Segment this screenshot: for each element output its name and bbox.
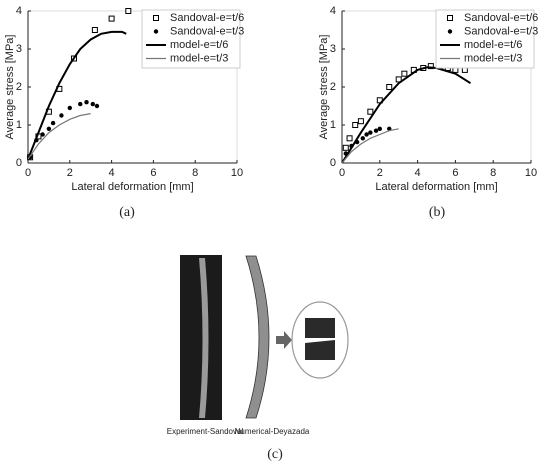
dot-marker: [94, 103, 100, 109]
x-tick-label: 6: [452, 167, 458, 179]
legend-label: model-e=t/6: [170, 39, 228, 51]
x-tick-label: 4: [415, 167, 421, 179]
legend-label: Sandoval-e=t/6: [170, 12, 244, 24]
caption: (c): [267, 447, 283, 462]
legend-swatch: [153, 29, 159, 34]
legend-swatch: [447, 15, 453, 21]
y-tick-label: 3: [16, 43, 22, 55]
image-label: Experiment-Sandoval: [167, 427, 244, 436]
x-tick-label: 10: [231, 167, 243, 179]
y-tick-label: 1: [330, 119, 336, 131]
model-line: [27, 113, 91, 160]
dot-marker: [40, 132, 45, 137]
legend-label: model-e=t/3: [170, 52, 228, 64]
square-marker: [367, 108, 374, 115]
arrow: [276, 331, 292, 349]
caption: (a): [119, 205, 135, 220]
x-tick-label: 0: [25, 167, 31, 179]
dot-marker: [78, 101, 83, 107]
y-tick-label: 0: [16, 157, 22, 169]
dot-marker: [46, 126, 52, 131]
dot-marker: [368, 130, 373, 135]
dot-marker: [84, 100, 89, 105]
dot-marker: [360, 136, 365, 141]
dot-marker: [373, 128, 379, 133]
model-line: [341, 66, 472, 164]
dot-marker: [59, 113, 64, 118]
legend-swatch: [447, 29, 453, 34]
square-marker: [125, 8, 132, 14]
x-tick-label: 8: [192, 167, 198, 179]
y-tick-label: 3: [330, 43, 336, 55]
square-marker: [91, 27, 98, 33]
square-marker: [357, 118, 364, 125]
x-tick-label: 2: [377, 167, 383, 179]
caption: (b): [429, 205, 446, 220]
dot-marker: [90, 101, 95, 107]
legend-label: Sandoval-e=t/3: [464, 25, 538, 37]
square-marker: [401, 70, 408, 77]
x-tick-label: 8: [490, 167, 496, 179]
square-marker: [427, 63, 434, 70]
model-line: [27, 30, 127, 160]
chart: 0 2 4 6 8 10 0 1 2 3 4 Lateral deformation [mm] Aver…: [4, 5, 244, 220]
y-axis-label: Average stress [MPa]: [4, 35, 16, 140]
x-tick-label: 4: [109, 167, 115, 179]
specimen: [199, 258, 209, 418]
dot-marker: [364, 132, 369, 137]
x-tick-label: 6: [150, 167, 156, 179]
y-tick-label: 1: [16, 119, 22, 131]
square-marker: [386, 84, 393, 90]
dot-marker: [377, 126, 382, 131]
x-tick-label: 10: [525, 167, 537, 179]
block: [305, 340, 335, 360]
y-tick-label: 0: [330, 157, 336, 169]
y-axis-label: Average stress [MPa]: [318, 35, 330, 140]
square-marker: [342, 144, 349, 151]
x-tick-label: 0: [339, 167, 345, 179]
image-label: Numerical-Deyazada: [235, 427, 310, 436]
y-tick-label: 4: [330, 5, 336, 17]
x-tick-label: 2: [67, 167, 73, 179]
square-marker: [346, 135, 353, 142]
dot-marker: [67, 105, 73, 111]
y-tick-label: 2: [330, 81, 336, 93]
square-marker: [108, 15, 115, 22]
legend-label: Sandoval-e=t/6: [464, 12, 538, 24]
y-tick-label: 2: [16, 81, 22, 93]
legend-label: model-e=t/6: [464, 39, 522, 51]
x-axis-label: Lateral deformation [mm]: [71, 181, 193, 193]
chart: 0 2 4 6 8 10 0 1 2 3 4 Lateral deformation [mm] Aver…: [318, 5, 538, 220]
legend-swatch: [153, 15, 159, 21]
x-axis-label: Lateral deformation [mm]: [375, 181, 497, 193]
model-beam: [245, 255, 270, 419]
block: [305, 318, 335, 338]
zoom-circle: [291, 301, 349, 379]
illustration: Experiment-Sandoval Numerical-Deyazada (…: [167, 255, 349, 462]
y-tick-label: 4: [16, 5, 22, 17]
legend-label: Sandoval-e=t/3: [170, 25, 244, 37]
square-marker: [395, 76, 402, 83]
legend-label: model-e=t/3: [464, 52, 522, 64]
square-marker: [352, 122, 359, 128]
model-line: [341, 128, 399, 164]
dot-marker: [50, 120, 56, 126]
